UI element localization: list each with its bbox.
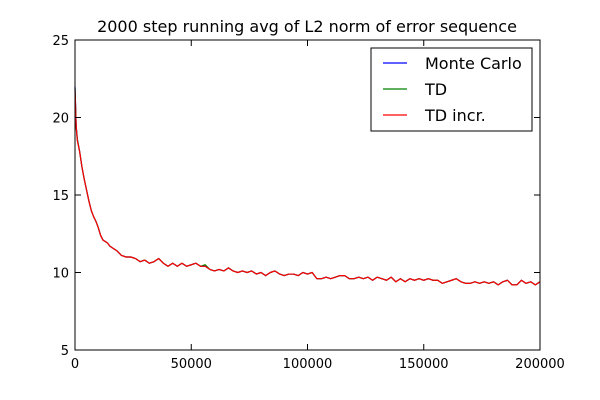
legend-label-monte-carlo: Monte Carlo xyxy=(425,54,522,73)
series-line-td-incr xyxy=(74,89,541,286)
chart-title: 2000 step running avg of L2 norm of erro… xyxy=(97,17,517,36)
y-tick-label: 15 xyxy=(52,189,69,204)
x-tick-label: 0 xyxy=(71,357,79,372)
x-tick-label: 50000 xyxy=(171,357,212,372)
x-tick-label: 150000 xyxy=(399,357,449,372)
x-tick-label: 200000 xyxy=(515,357,565,372)
series-layer xyxy=(74,86,541,286)
x-tick-label: 100000 xyxy=(283,357,333,372)
y-tick-label: 10 xyxy=(52,267,69,282)
y-tick-label: 25 xyxy=(52,34,69,49)
y-tick-label: 5 xyxy=(61,344,69,359)
ticks-layer: 0 50000 100000 150000 200000 5 10 15 20 25 xyxy=(52,34,564,372)
legend-label-td: TD xyxy=(424,80,447,99)
legend-label-td-incr: TD incr. xyxy=(424,106,486,125)
y-tick-label: 20 xyxy=(52,112,69,127)
legend: Monte Carlo TD TD incr. xyxy=(370,47,533,132)
